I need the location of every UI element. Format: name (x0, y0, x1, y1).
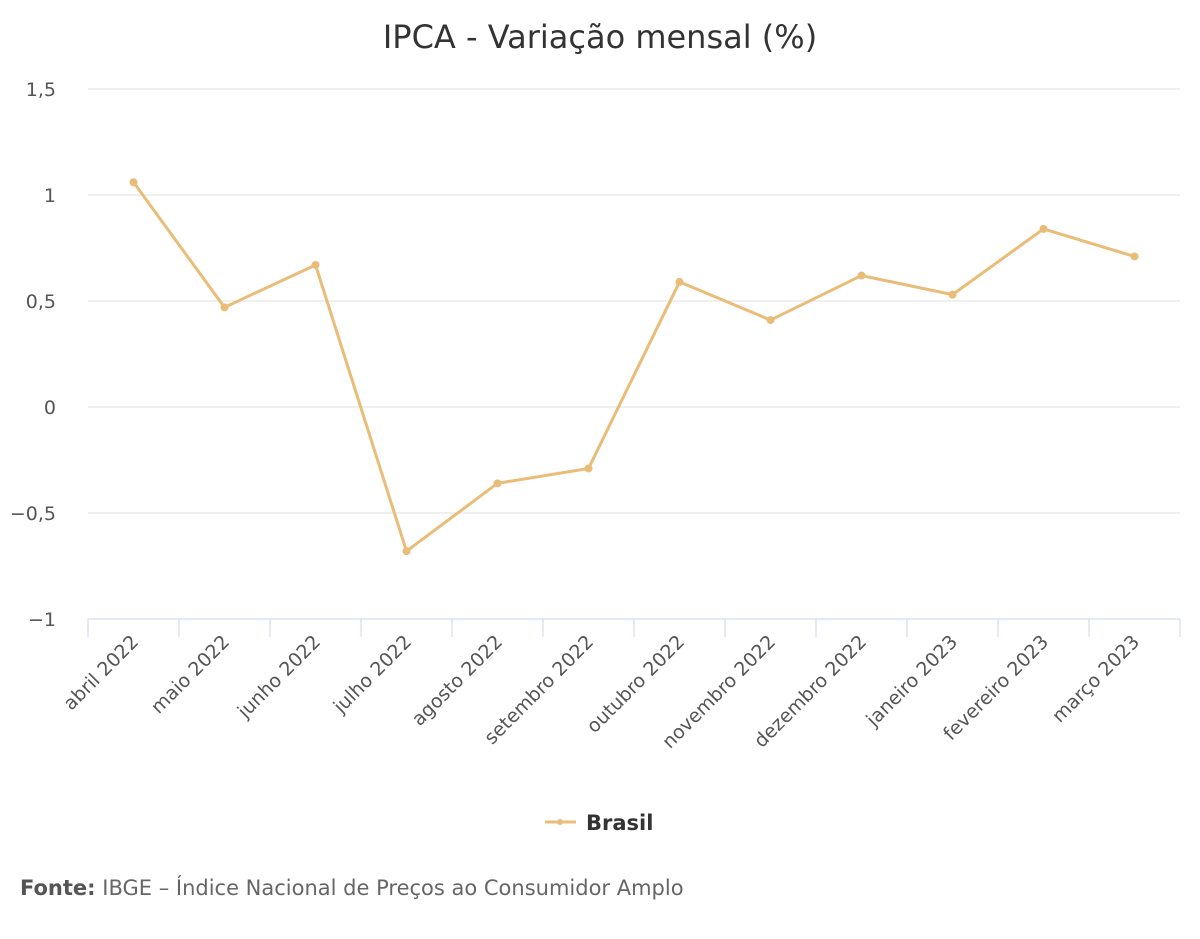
data-point[interactable] (493, 479, 502, 488)
source-note: Fonte: IBGE – Índice Nacional de Preços … (20, 876, 684, 900)
data-point[interactable] (402, 547, 411, 556)
data-point[interactable] (675, 277, 684, 286)
source-text: IBGE – Índice Nacional de Preços ao Cons… (102, 876, 684, 900)
data-point[interactable] (220, 303, 229, 312)
x-tick-label: janeiro 2023 (861, 631, 962, 732)
y-tick-label: 0 (44, 397, 56, 419)
data-point[interactable] (1039, 224, 1048, 233)
y-tick-label: 0,5 (26, 291, 56, 313)
x-tick-label: maio 2022 (147, 631, 234, 718)
data-point[interactable] (948, 290, 957, 299)
chart-title: IPCA - Variação mensal (%) (383, 18, 817, 56)
x-tick-label: março 2023 (1048, 631, 1144, 727)
series-line (132, 181, 1135, 553)
data-point[interactable] (584, 464, 593, 473)
legend[interactable]: Brasil (545, 811, 653, 835)
data-point[interactable] (857, 271, 866, 280)
data-point[interactable] (766, 316, 775, 325)
y-tick-label: 1 (44, 185, 56, 207)
x-tick-label: junho 2022 (233, 631, 325, 723)
legend-point-marker (557, 819, 563, 825)
x-tick-label: julho 2022 (329, 631, 416, 718)
y-tick-label: −0,5 (10, 503, 56, 525)
x-tick-label: abril 2022 (59, 631, 143, 715)
legend-label: Brasil (586, 811, 653, 835)
data-point[interactable] (311, 260, 320, 269)
y-tick-label: 1,5 (26, 79, 56, 101)
x-tick-label: agosto 2022 (408, 631, 507, 730)
data-point[interactable] (1130, 252, 1139, 261)
y-tick-label: −1 (28, 609, 56, 631)
data-point[interactable] (129, 178, 138, 187)
source-label: Fonte: (20, 876, 96, 900)
